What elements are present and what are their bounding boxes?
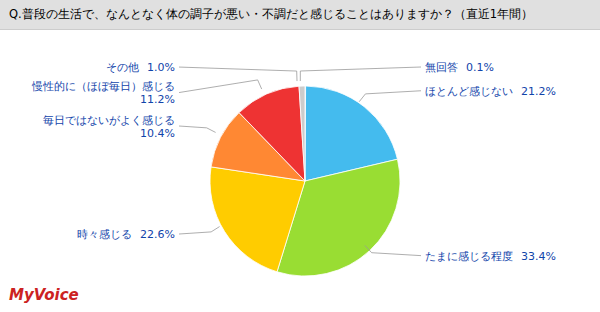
svg-text:時々感じる22.6%: 時々感じる22.6% (77, 228, 175, 241)
svg-text:その他1.0%: その他1.0% (106, 61, 175, 74)
svg-text:たまに感じる程度33.4%: たまに感じる程度33.4% (425, 250, 556, 263)
svg-text:ほとんど感じない21.2%: ほとんど感じない21.2% (425, 85, 556, 98)
svg-text:慢性的に（ほぼ毎日）感じる11.2%: 慢性的に（ほぼ毎日）感じる11.2% (31, 80, 175, 106)
svg-text:毎日ではないがよく感じる10.4%: 毎日ではないがよく感じる10.4% (43, 114, 175, 140)
svg-text:無回答0.1%: 無回答0.1% (425, 61, 494, 74)
html-text:Q.普段の生活で、なんとなく体の調子が悪い・不調だと感じるこ: Q.普段の生活で、なんとなく体の調子が悪い・不調だと感じることはありますか？（直… (9, 7, 533, 21)
html-text:MyVoice: MyVoice (9, 286, 79, 304)
